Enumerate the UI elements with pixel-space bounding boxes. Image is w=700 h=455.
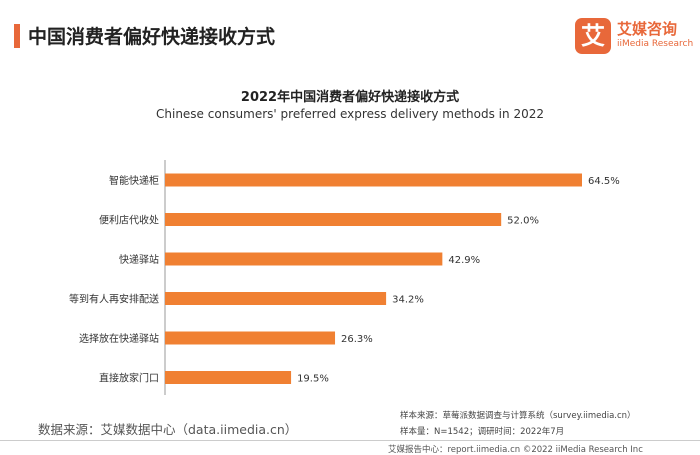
bar (165, 371, 292, 384)
value-label: 26.3% (341, 334, 373, 345)
logo-english-name: iiMedia Research (617, 39, 694, 49)
chart-subtitle: Chinese consumers' preferred express del… (156, 107, 544, 121)
bar (165, 173, 582, 187)
sample-source: 样本来源：草莓派数据调查与计算系统（survey.iimedia.cn） (400, 411, 636, 421)
category-label: 快递驿站 (119, 253, 159, 266)
category-label: 直接放家门口 (99, 372, 159, 385)
value-label: 42.9% (448, 255, 480, 266)
page-title: 中国消费者偏好快递接收方式 (28, 26, 276, 48)
value-label: 52.0% (507, 216, 539, 227)
data-source: 数据来源：艾媒数据中心（data.iimedia.cn） (38, 422, 298, 437)
logo-mark-icon: 艾 (575, 18, 611, 54)
iimedia-logo: 艾 艾媒咨询 iiMedia Research (575, 16, 694, 56)
category-label: 选择放在快递驿站 (79, 332, 159, 345)
bar (165, 252, 443, 266)
bar (165, 213, 502, 226)
footer-divider (0, 440, 700, 441)
chart-title: 2022年中国消费者偏好快递接收方式 (240, 90, 460, 105)
logo-chinese-name: 艾媒咨询 (617, 20, 678, 38)
bar (165, 331, 336, 345)
report-center-footer: 艾媒报告中心：report.iimedia.cn ©2022 iiMedia R… (388, 445, 643, 455)
bar-chart: 智能快递柜 64.5% 便利店代收处 52.0% 快递驿站 42.9% 等到有人再安排配送 3… (69, 160, 620, 395)
category-label: 便利店代收处 (99, 214, 159, 227)
value-label: 34.2% (392, 295, 424, 306)
category-label: 等到有人再安排配送 (69, 293, 159, 306)
category-label: 智能快递柜 (109, 174, 159, 187)
title-accent-bar (14, 24, 20, 48)
value-label: 64.5% (588, 176, 620, 187)
bar (165, 292, 387, 305)
value-label: 19.5% (297, 374, 329, 385)
sample-info: 样本量：N=1542；调研时间：2022年7月 (400, 427, 565, 437)
